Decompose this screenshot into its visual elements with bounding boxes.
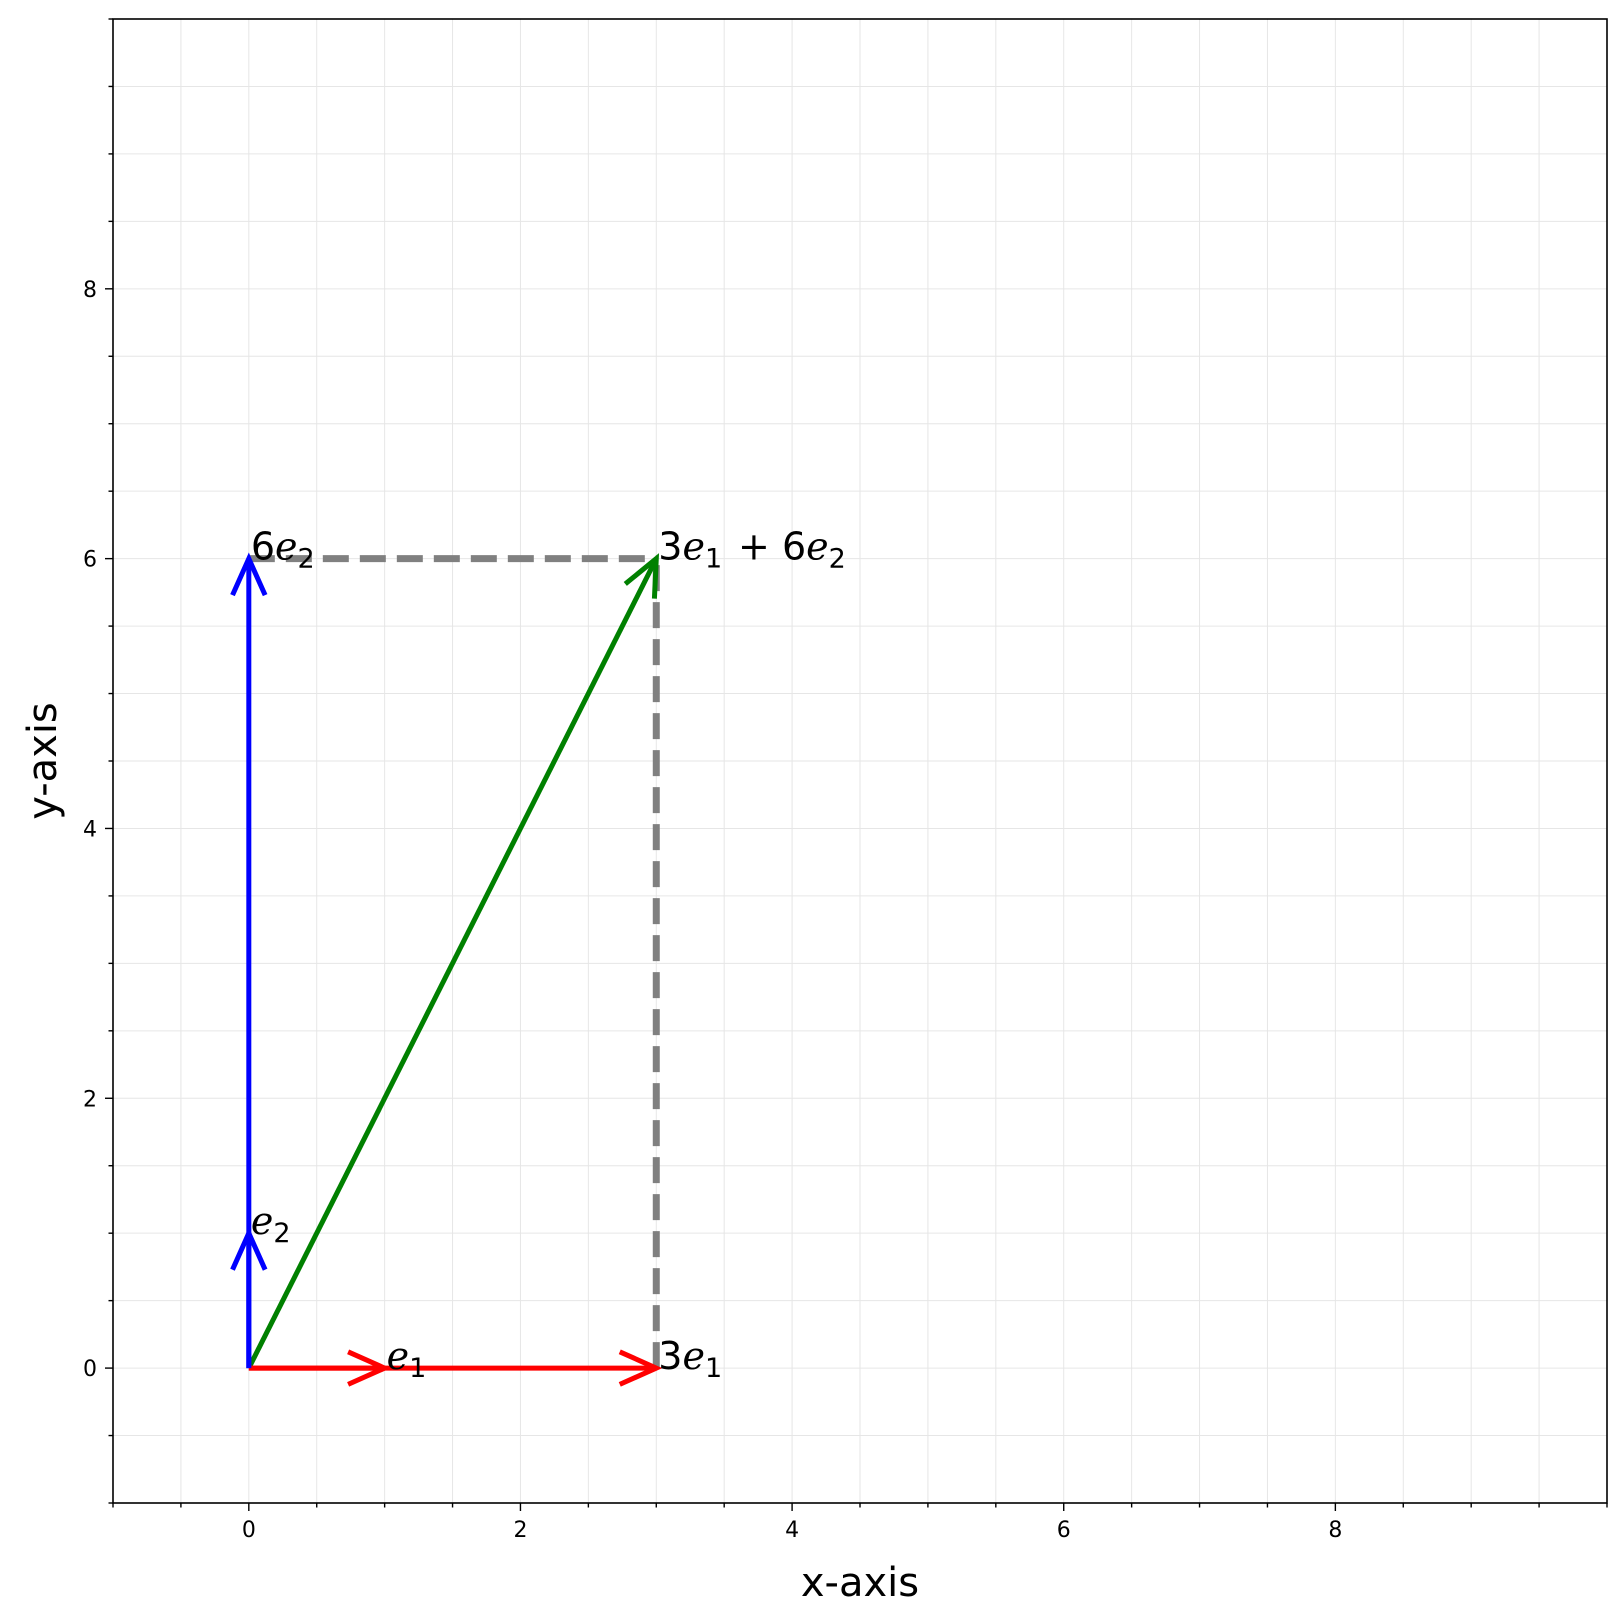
y-tick-label: 6 bbox=[83, 548, 97, 573]
x-tick-label: 8 bbox=[1328, 1518, 1342, 1543]
vector-label-e1: e1 bbox=[387, 1334, 430, 1384]
vector-label-e2: e2 bbox=[251, 1199, 294, 1249]
vector-label-sum: 3e1 + 6e2 bbox=[658, 525, 849, 575]
axis-ticks: 0 2 4 6 8 0 2 4 6 8 bbox=[83, 18, 1608, 1543]
vector-sum bbox=[246, 553, 660, 1370]
y-tick-label: 0 bbox=[83, 1357, 97, 1382]
vector-arrowhead bbox=[347, 1349, 391, 1387]
x-tick-label: 2 bbox=[513, 1518, 527, 1543]
x-axis-label: x-axis bbox=[801, 1560, 919, 1606]
y-axis-label: y-axis bbox=[20, 702, 66, 820]
y-tick-label: 2 bbox=[83, 1087, 97, 1112]
x-tick-label: 4 bbox=[785, 1518, 799, 1543]
vector-arrowhead bbox=[623, 553, 660, 599]
x-tick-label: 6 bbox=[1057, 1518, 1071, 1543]
x-tick-label: 0 bbox=[242, 1518, 256, 1543]
vector-label-six-e2: 6e2 bbox=[251, 525, 319, 575]
vector-e1 bbox=[248, 1349, 391, 1387]
vector-label-three-e1: 3e1 bbox=[658, 1334, 726, 1384]
vector-arrowhead bbox=[230, 1227, 268, 1271]
y-tick-label: 4 bbox=[83, 817, 97, 842]
guide-lines bbox=[248, 555, 660, 1369]
vector-shaft bbox=[246, 557, 659, 1370]
vector-e2 bbox=[230, 1227, 268, 1369]
vector-arrowhead bbox=[618, 1349, 663, 1387]
y-tick-label: 8 bbox=[83, 278, 97, 303]
vector-labels: e1 3e1 e2 6e2 3e1 + 6e2 bbox=[251, 525, 849, 1384]
grid bbox=[113, 19, 1607, 1503]
vector-arrowhead bbox=[230, 552, 268, 597]
vectors bbox=[230, 552, 663, 1387]
